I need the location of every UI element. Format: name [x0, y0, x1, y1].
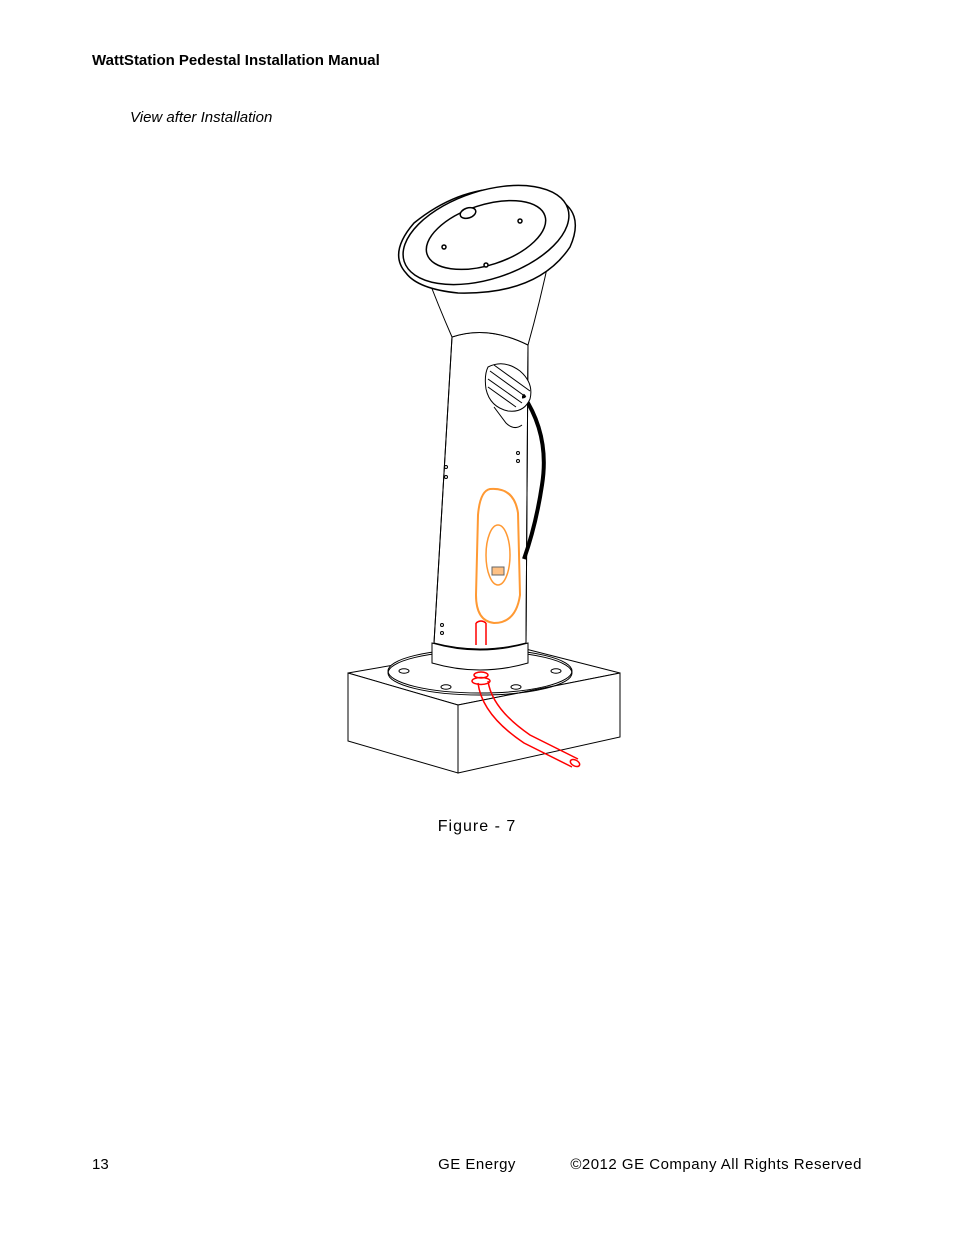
figure-caption: Figure - 7: [0, 818, 954, 836]
section-subtitle: View after Installation: [130, 109, 272, 126]
page-root: WattStation Pedestal Installation Manual…: [0, 0, 954, 1235]
document-header-title: WattStation Pedestal Installation Manual: [92, 52, 380, 69]
figure-illustration: [318, 175, 638, 795]
footer-copyright: ©2012 GE Company All Rights Reserved: [570, 1156, 862, 1173]
page-footer: 13 GE Energy ©2012 GE Company All Rights…: [0, 1151, 954, 1173]
